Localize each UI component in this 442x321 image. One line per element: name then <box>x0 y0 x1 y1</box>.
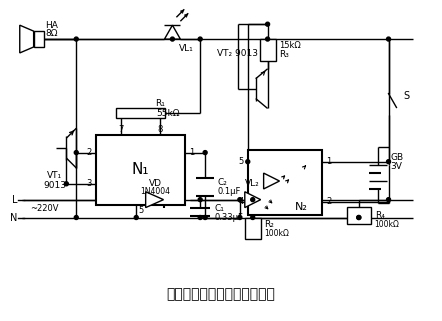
Text: 1: 1 <box>189 148 194 157</box>
Circle shape <box>74 215 78 220</box>
Circle shape <box>198 37 202 41</box>
Text: VL₁: VL₁ <box>179 45 194 54</box>
Text: 3V: 3V <box>391 162 402 171</box>
Circle shape <box>251 215 255 220</box>
Circle shape <box>74 37 78 41</box>
Text: VL₂: VL₂ <box>245 179 260 188</box>
Bar <box>96 135 185 204</box>
Circle shape <box>251 198 255 202</box>
Circle shape <box>238 215 242 220</box>
Circle shape <box>198 198 202 202</box>
Text: VT₂ 9013: VT₂ 9013 <box>217 49 259 58</box>
Text: 4: 4 <box>239 197 244 206</box>
Text: HA: HA <box>45 21 58 30</box>
Text: S: S <box>404 91 410 100</box>
Circle shape <box>203 215 207 220</box>
Text: 3: 3 <box>87 179 92 188</box>
Text: 55kΩ: 55kΩ <box>157 109 180 118</box>
Polygon shape <box>245 192 261 208</box>
Bar <box>34 31 44 47</box>
Circle shape <box>198 215 202 220</box>
Text: 15kΩ: 15kΩ <box>279 40 301 49</box>
Text: GB: GB <box>391 152 404 161</box>
Text: R₁: R₁ <box>156 99 165 108</box>
Circle shape <box>65 182 69 186</box>
Circle shape <box>387 198 391 202</box>
Text: 100kΩ: 100kΩ <box>375 220 400 229</box>
Circle shape <box>203 151 207 154</box>
Text: N₂: N₂ <box>295 202 308 212</box>
Circle shape <box>238 198 242 202</box>
Text: 0.33μF: 0.33μF <box>214 213 243 222</box>
Bar <box>116 108 165 118</box>
Text: 9013: 9013 <box>43 181 66 190</box>
Circle shape <box>387 160 391 164</box>
Text: 1: 1 <box>326 157 332 166</box>
Text: ~220V: ~220V <box>30 204 58 213</box>
Text: 7: 7 <box>118 125 124 134</box>
Polygon shape <box>263 173 279 189</box>
Text: 0.1μF: 0.1μF <box>217 187 240 196</box>
Text: R₄: R₄ <box>375 211 385 220</box>
Text: N₁: N₁ <box>132 162 149 178</box>
Text: 2: 2 <box>326 197 332 206</box>
Text: 5: 5 <box>139 206 144 215</box>
Polygon shape <box>20 25 34 53</box>
Circle shape <box>387 37 391 41</box>
Bar <box>347 207 371 224</box>
Text: 8Ω: 8Ω <box>45 29 58 38</box>
Circle shape <box>74 151 78 154</box>
Text: 采用集成电路的停电报警电路: 采用集成电路的停电报警电路 <box>167 287 275 301</box>
Bar <box>245 218 261 239</box>
Circle shape <box>171 37 175 41</box>
Text: R₂: R₂ <box>265 220 274 229</box>
Text: C₂: C₂ <box>217 178 227 187</box>
Text: 100kΩ: 100kΩ <box>265 229 290 238</box>
Circle shape <box>266 37 270 41</box>
Text: 2: 2 <box>87 148 92 157</box>
Text: 5: 5 <box>239 157 244 166</box>
Circle shape <box>134 215 138 220</box>
Text: N: N <box>11 213 18 222</box>
Text: VD: VD <box>149 179 162 188</box>
Circle shape <box>357 215 361 220</box>
Bar <box>259 39 275 61</box>
Circle shape <box>266 22 270 26</box>
Text: 1N4004: 1N4004 <box>141 187 171 196</box>
Polygon shape <box>164 25 180 39</box>
Circle shape <box>357 215 361 220</box>
Text: L: L <box>12 195 18 205</box>
Text: C₁: C₁ <box>214 204 224 213</box>
Bar <box>248 150 322 214</box>
Text: VT₁: VT₁ <box>47 171 62 180</box>
Polygon shape <box>146 192 164 208</box>
Text: 8: 8 <box>158 125 163 134</box>
Text: R₃: R₃ <box>279 50 290 59</box>
Circle shape <box>246 160 250 164</box>
